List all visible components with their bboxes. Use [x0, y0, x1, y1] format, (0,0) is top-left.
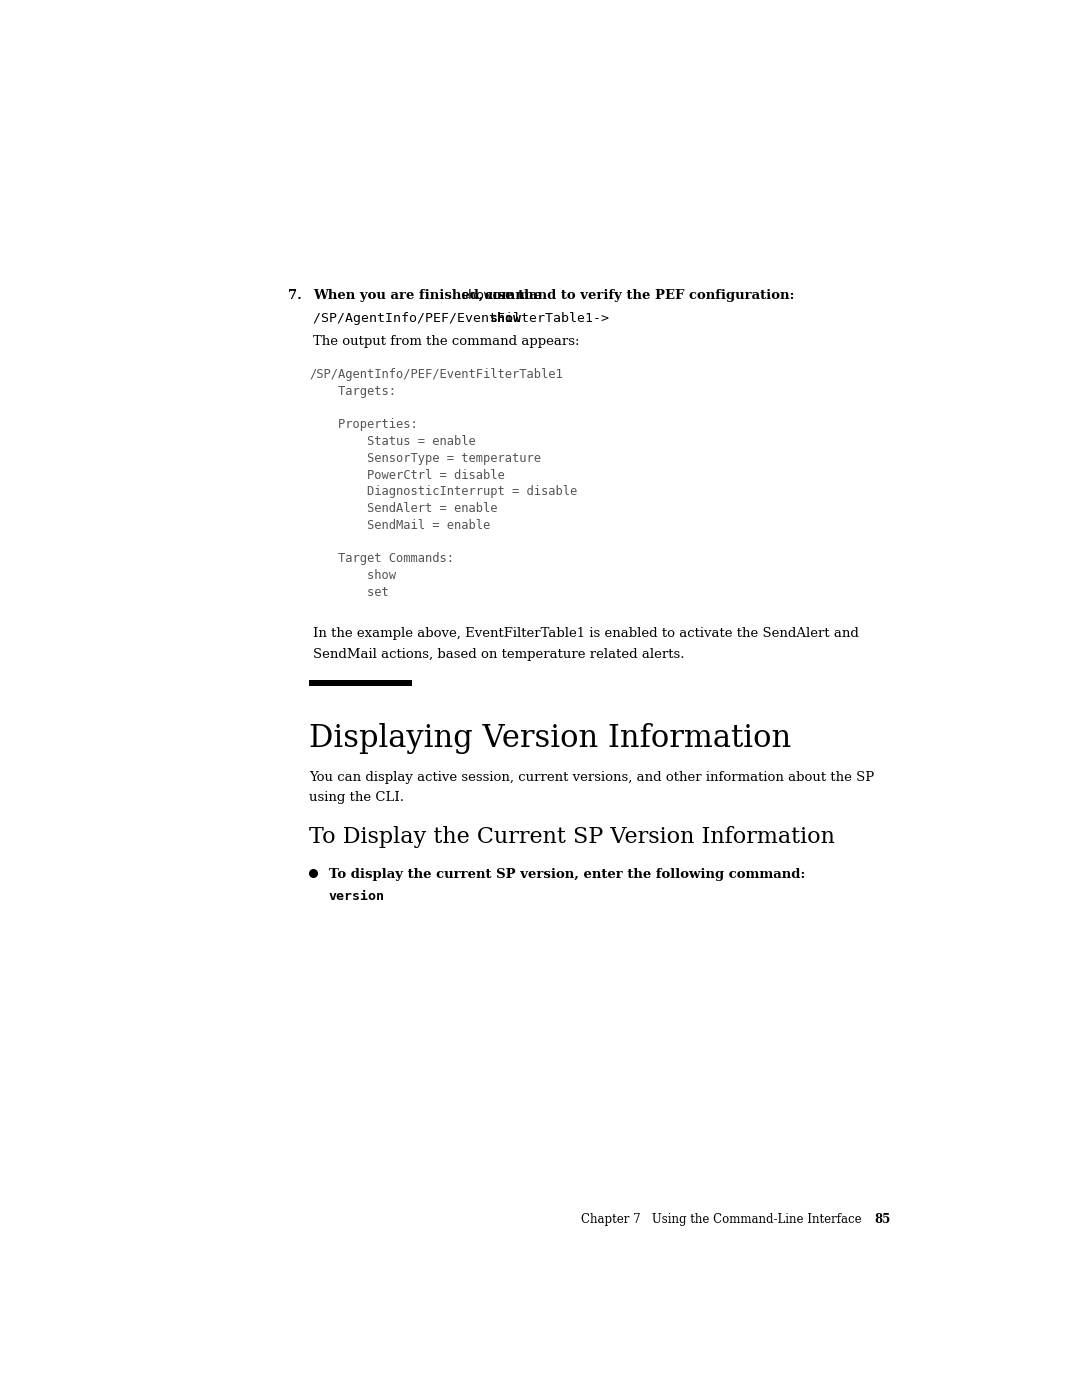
- Text: The output from the command appears:: The output from the command appears:: [313, 335, 580, 348]
- Text: command to verify the PEF configuration:: command to verify the PEF configuration:: [480, 289, 794, 302]
- Text: show: show: [490, 313, 522, 326]
- Bar: [309, 680, 411, 686]
- Text: /SP/AgentInfo/PEF/EventFilterTable1: /SP/AgentInfo/PEF/EventFilterTable1: [309, 367, 563, 381]
- Text: Status = enable: Status = enable: [309, 434, 476, 448]
- Text: To Display the Current SP Version Information: To Display the Current SP Version Inform…: [309, 826, 835, 848]
- Text: set: set: [309, 587, 389, 599]
- Text: SensorType = temperature: SensorType = temperature: [309, 451, 541, 465]
- Text: You can display active session, current versions, and other information about th: You can display active session, current …: [309, 771, 875, 784]
- Text: 85: 85: [875, 1214, 891, 1227]
- Text: SendMail = enable: SendMail = enable: [309, 518, 490, 532]
- Text: Chapter 7   Using the Command-Line Interface: Chapter 7 Using the Command-Line Interfa…: [581, 1214, 861, 1227]
- Text: /SP/AgentInfo/PEF/EventFilterTable1->: /SP/AgentInfo/PEF/EventFilterTable1->: [313, 313, 618, 326]
- Text: DiagnosticInterrupt = disable: DiagnosticInterrupt = disable: [309, 485, 578, 499]
- Text: using the CLI.: using the CLI.: [309, 791, 404, 805]
- Text: PowerCtrl = disable: PowerCtrl = disable: [309, 468, 505, 482]
- Text: Target Commands:: Target Commands:: [309, 552, 455, 566]
- Text: show: show: [461, 289, 492, 302]
- Text: SendAlert = enable: SendAlert = enable: [309, 502, 498, 515]
- Text: In the example above, EventFilterTable1 is enabled to activate the SendAlert and: In the example above, EventFilterTable1 …: [313, 627, 859, 640]
- Text: Targets:: Targets:: [309, 384, 396, 398]
- Text: Properties:: Properties:: [309, 418, 418, 432]
- Text: When you are finished, use the: When you are finished, use the: [313, 289, 546, 302]
- Text: show: show: [309, 569, 396, 583]
- Text: version: version: [328, 890, 384, 904]
- Text: Displaying Version Information: Displaying Version Information: [309, 724, 792, 754]
- Text: SendMail actions, based on temperature related alerts.: SendMail actions, based on temperature r…: [313, 648, 685, 661]
- Text: To display the current SP version, enter the following command:: To display the current SP version, enter…: [328, 869, 805, 882]
- Text: 7.: 7.: [288, 289, 302, 302]
